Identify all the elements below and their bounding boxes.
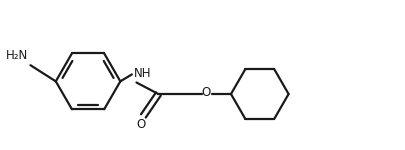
Text: O: O xyxy=(201,86,210,99)
Text: O: O xyxy=(136,118,146,131)
Text: NH: NH xyxy=(134,67,151,80)
Text: H₂N: H₂N xyxy=(6,49,28,62)
